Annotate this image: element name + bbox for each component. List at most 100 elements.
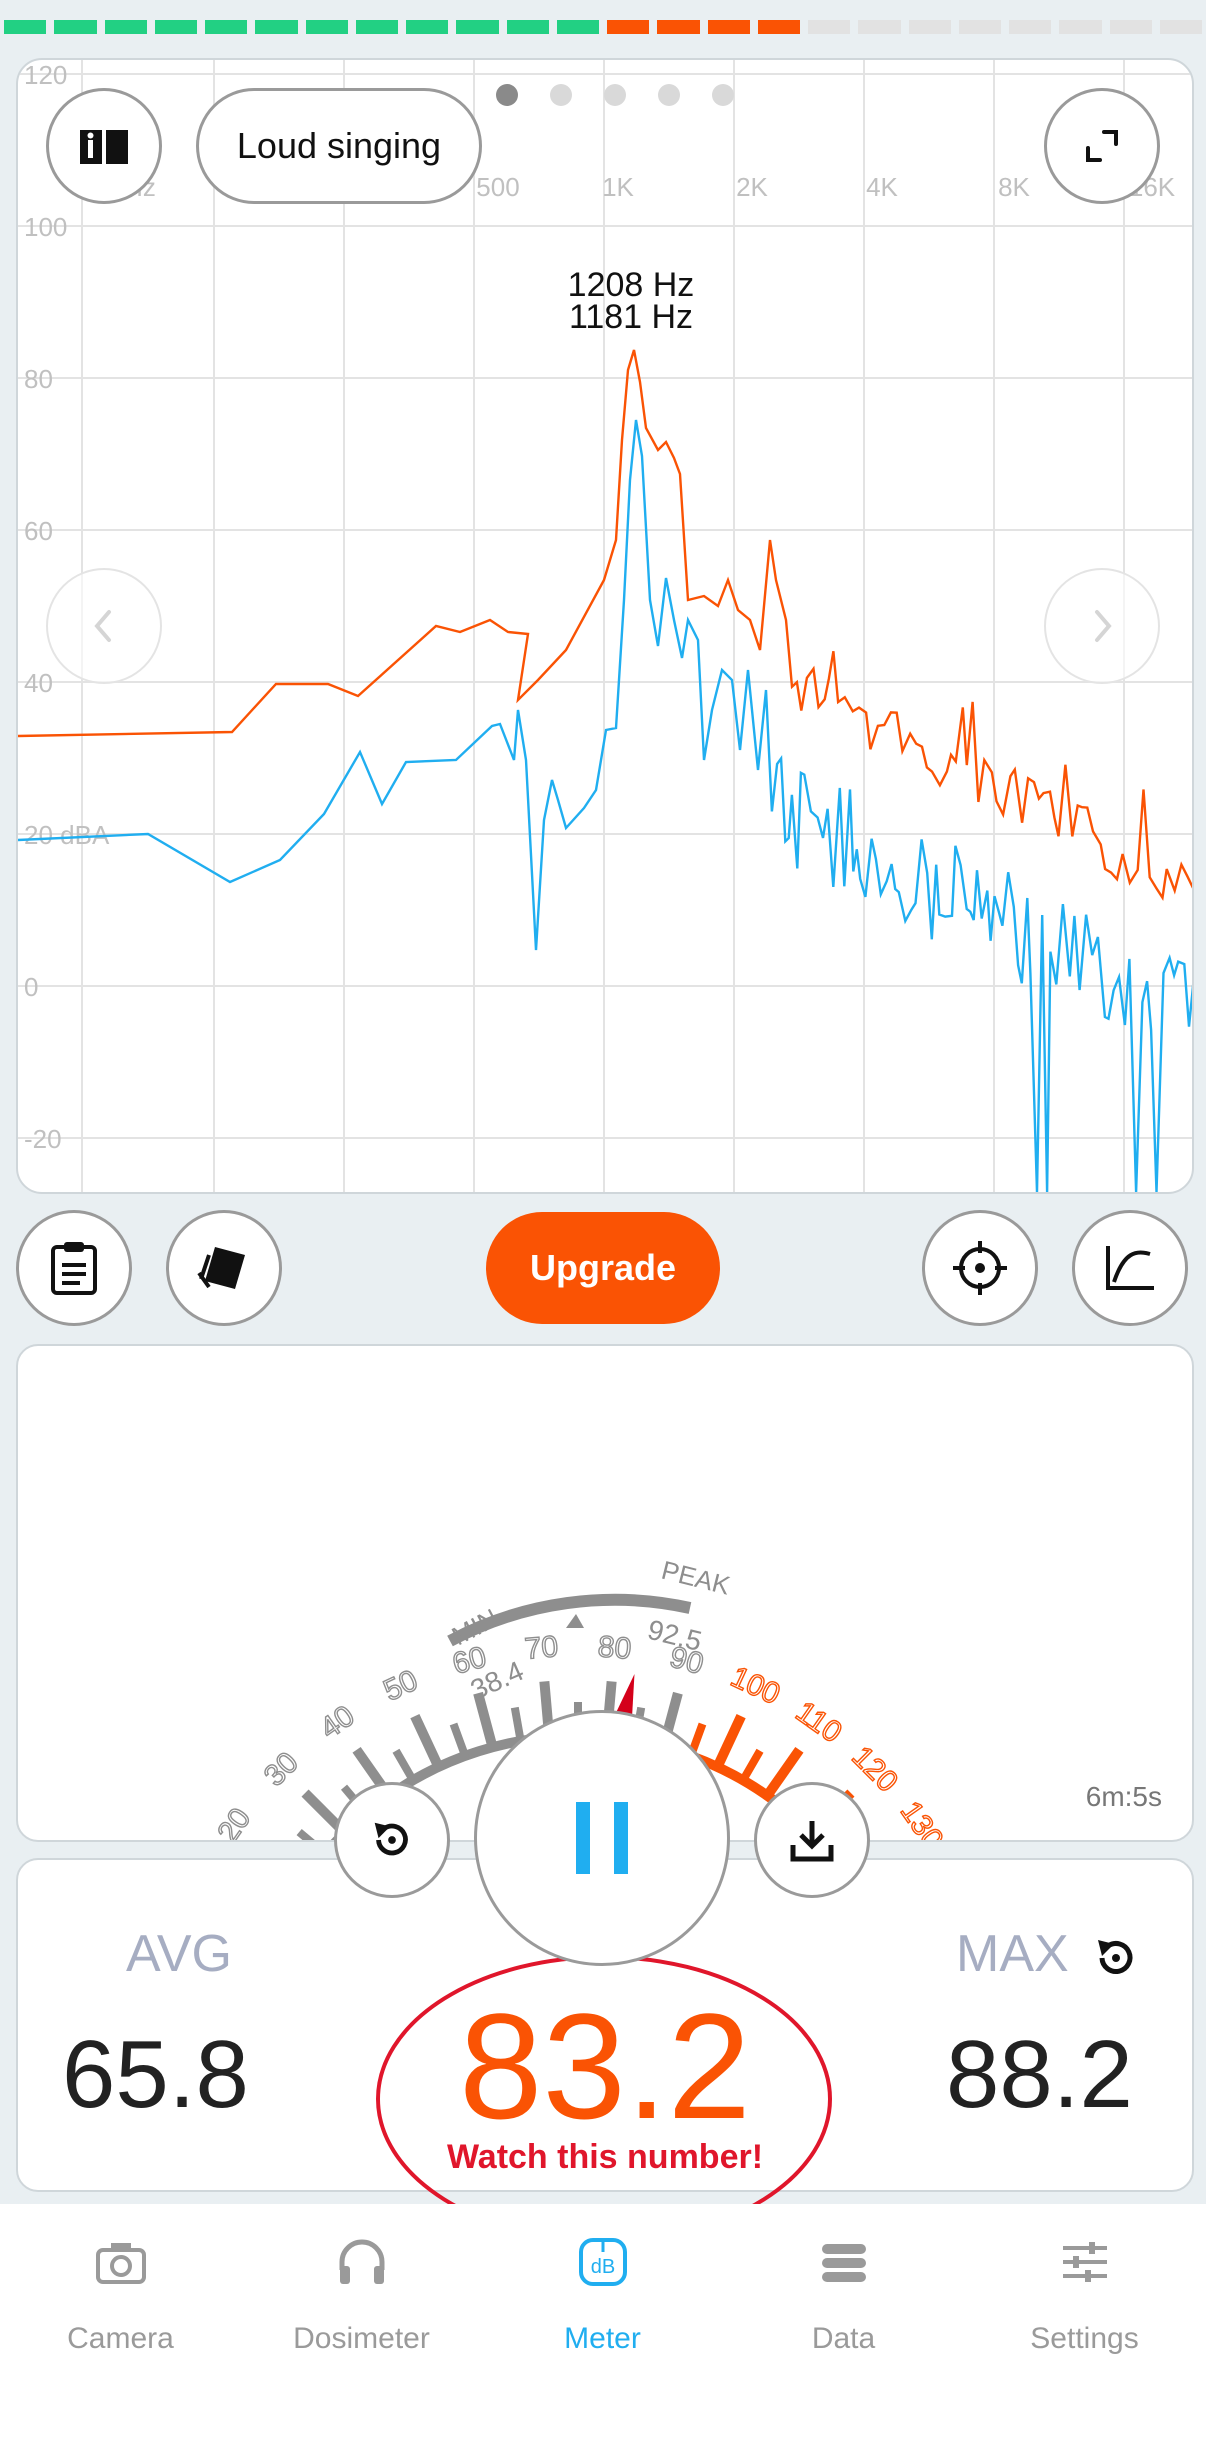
tab-label: Meter — [564, 2322, 641, 2355]
level-segment — [255, 20, 298, 34]
gauge-tick — [392, 1748, 417, 1783]
level-segment — [205, 20, 248, 34]
level-segment — [556, 20, 599, 34]
weighting-curve-button[interactable] — [1072, 1210, 1188, 1326]
gauge-tick — [473, 1691, 498, 1749]
level-segment — [808, 20, 851, 34]
level-segment — [1059, 20, 1102, 34]
y-tick-label: 40 — [24, 668, 53, 698]
tab-label: Settings — [1030, 2322, 1139, 2355]
chevron-right-icon — [1095, 610, 1112, 642]
level-meter-bar — [0, 20, 1206, 34]
data-stack-icon — [822, 2244, 866, 2282]
guide-button[interactable] — [46, 88, 162, 204]
level-segment — [456, 20, 499, 34]
min-peak-arc — [447, 1593, 692, 1647]
reset-button[interactable] — [334, 1782, 450, 1898]
gauge-scale-label: 130 — [894, 1795, 950, 1840]
gauge-tick — [739, 1748, 764, 1783]
tab-label: Data — [811, 2322, 876, 2355]
page-dot[interactable] — [712, 84, 734, 106]
download-button[interactable] — [754, 1782, 870, 1898]
y-tick-label: -20 — [24, 1124, 62, 1154]
gauge-scale-label: 60 — [449, 1641, 490, 1682]
page-dot[interactable] — [604, 84, 626, 106]
preset-label: Loud singing — [236, 125, 442, 166]
expand-icon — [1086, 130, 1118, 162]
tab-label: Dosimeter — [293, 2322, 430, 2355]
level-segment — [54, 20, 97, 34]
tab-meter[interactable]: dB Meter — [482, 2224, 723, 2364]
level-segment — [104, 20, 147, 34]
level-segment — [1159, 20, 1202, 34]
fullscreen-button[interactable] — [1044, 88, 1160, 204]
gauge-tick — [712, 1714, 746, 1770]
current-db-value: 83.2 — [459, 1982, 751, 2150]
svg-text:dB: dB — [591, 2256, 615, 2278]
annotation-ellipse — [376, 1955, 832, 2243]
gauge-scale-label: 50 — [379, 1664, 423, 1708]
peak-hold-frequency-label: 1208 Hz — [568, 266, 695, 304]
book-info-icon — [80, 130, 128, 164]
headphones-icon — [339, 2239, 385, 2284]
sliders-icon — [1063, 2242, 1107, 2282]
tab-dosimeter[interactable]: Dosimeter — [241, 2224, 482, 2364]
level-segment — [657, 20, 700, 34]
y-tick-label: 80 — [24, 364, 53, 394]
gauge-tick — [410, 1714, 444, 1770]
tab-settings[interactable]: Settings — [964, 2224, 1205, 2364]
upgrade-button[interactable]: Upgrade — [486, 1212, 720, 1324]
reset-max-button[interactable] — [1088, 1930, 1144, 1986]
level-segment — [958, 20, 1001, 34]
camera-icon — [96, 2243, 146, 2284]
max-label: MAX — [956, 1925, 1069, 1983]
chevron-left-icon — [94, 610, 111, 642]
avg-value: 65.8 — [62, 2021, 249, 2128]
pause-icon — [576, 1802, 628, 1874]
y-tick-label: 120 — [24, 60, 67, 90]
y-tick-label: 20 dBA — [24, 820, 110, 850]
peak-value: 92.5 — [645, 1614, 705, 1657]
report-button[interactable] — [16, 1210, 132, 1326]
level-segment — [406, 20, 449, 34]
gauge-scale-label: 80 — [596, 1630, 632, 1666]
page-dot[interactable] — [496, 84, 518, 106]
live-peak-frequency-label: 1181 Hz — [569, 298, 693, 336]
preset-selector[interactable]: Loud singing — [196, 88, 482, 204]
page-dot[interactable] — [550, 84, 572, 106]
level-segment — [506, 20, 549, 34]
level-segment — [757, 20, 800, 34]
reset-icon — [1098, 1940, 1133, 1974]
level-segment — [858, 20, 901, 34]
tab-camera[interactable]: Camera — [0, 2224, 241, 2364]
pause-button[interactable] — [474, 1710, 730, 1966]
tab-data[interactable]: Data — [723, 2224, 964, 2364]
level-segment — [355, 20, 398, 34]
gauge-scale-label: 20 — [211, 1802, 257, 1840]
stats-card: AVG 65.8 MAX 88.2 83.2 Watch this number… — [16, 1858, 1194, 2243]
x-tick-label: 500 — [476, 172, 519, 202]
y-tick-label: 100 — [24, 212, 67, 242]
annotation-text: Watch this number! — [446, 2138, 764, 2176]
level-segment — [305, 20, 348, 34]
elapsed-time: 6m:5s — [1086, 1781, 1162, 1812]
clipboard-icon — [51, 1242, 97, 1295]
gauge-scale-label: 100 — [726, 1660, 785, 1711]
peak-label: PEAK — [659, 1555, 734, 1601]
download-icon — [790, 1821, 834, 1862]
gauge-needle — [614, 1674, 635, 1720]
level-segment — [4, 20, 47, 34]
previous-chart-button[interactable] — [46, 568, 162, 684]
next-chart-button[interactable] — [1044, 568, 1160, 684]
reset-icon — [374, 1822, 408, 1856]
page-dot[interactable] — [658, 84, 680, 106]
y-tick-label: 0 — [24, 972, 38, 1002]
gauge-scale-label: 30 — [258, 1746, 305, 1793]
target-button[interactable] — [922, 1210, 1038, 1326]
level-segment — [154, 20, 197, 34]
avg-label: AVG — [126, 1925, 232, 1983]
live-spectrum-line — [18, 419, 1192, 1192]
gauge-tick — [449, 1722, 469, 1758]
calibration-button[interactable] — [166, 1210, 282, 1326]
